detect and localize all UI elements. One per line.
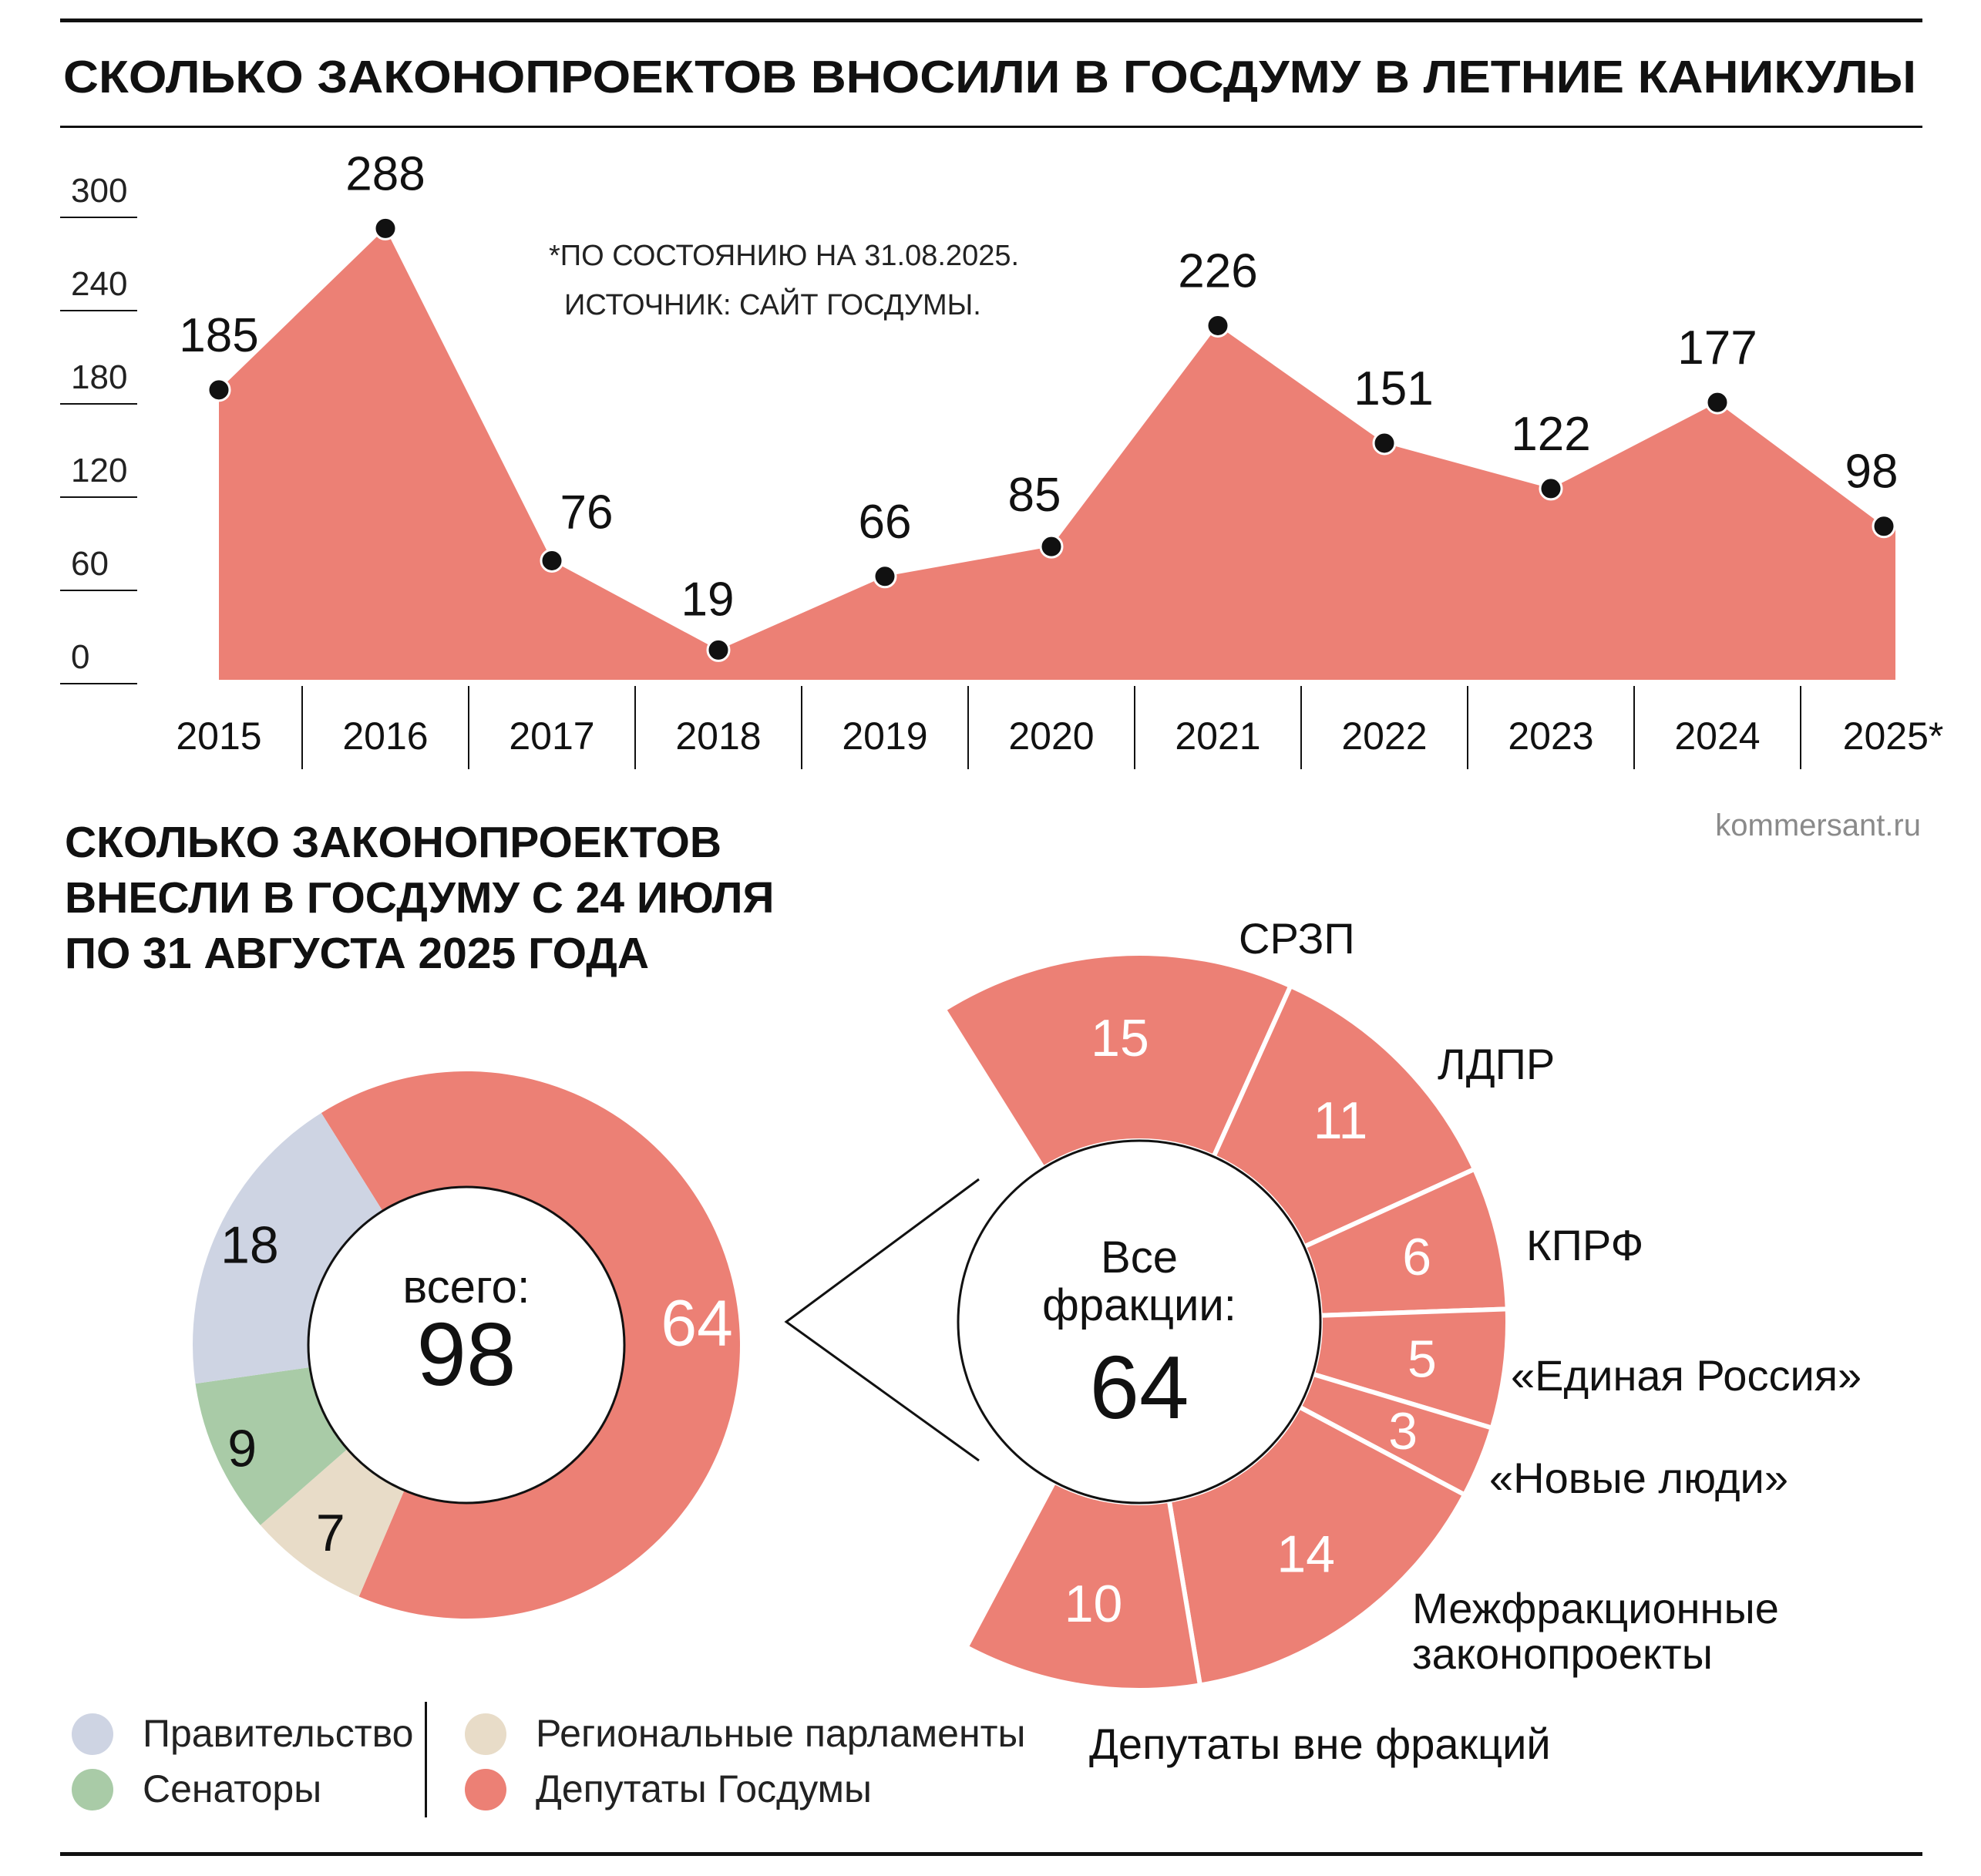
data-label: 98 xyxy=(1845,445,1899,499)
data-label: 185 xyxy=(179,309,258,362)
faction-label-kprf: КПРФ xyxy=(1526,1221,1643,1269)
data-point xyxy=(1206,313,1230,338)
legend-label-senators: Сенаторы xyxy=(143,1767,321,1810)
donut-factions-slice-label: 14 xyxy=(1276,1525,1335,1583)
faction-label-nl: «Новые люди» xyxy=(1489,1454,1788,1502)
donut-factions-slice-label: 6 xyxy=(1402,1228,1431,1286)
faction-label-srzp: СРЗП xyxy=(1239,914,1355,963)
legend-label-gov: Правительство xyxy=(143,1712,413,1755)
data-point xyxy=(207,378,231,402)
donut-total: 64 7 9 18 xyxy=(193,1071,740,1619)
area-series xyxy=(219,228,1895,680)
legend-swatch-gov xyxy=(72,1713,113,1755)
donut-total-slice-label: 64 xyxy=(661,1287,732,1360)
data-point xyxy=(540,548,564,573)
x-tick-label: 2023 xyxy=(1508,714,1593,758)
page-title: СКОЛЬКО ЗАКОНОПРОЕКТОВ ВНОСИЛИ В ГОСДУМУ… xyxy=(63,52,1916,103)
donut-total-center-label: всего: xyxy=(402,1261,530,1313)
donut-total-slice xyxy=(260,1448,405,1597)
x-tick-label: 2021 xyxy=(1175,714,1260,758)
donut-factions-center-label-line1: Все xyxy=(1101,1232,1178,1283)
data-point xyxy=(1539,476,1563,501)
donut-total-center-value: 98 xyxy=(416,1304,516,1404)
y-tick-label: 0 xyxy=(71,638,89,676)
x-tick-label: 2024 xyxy=(1674,714,1760,758)
donut-factions: 15 11 6 5 3 14 10 xyxy=(940,951,1511,1693)
area-points: 185 288 76 19 66 85 226 151 122 177 98 xyxy=(179,147,1899,662)
donut-total-slice-label: 9 xyxy=(227,1419,257,1478)
bottom-rule xyxy=(60,1852,1922,1856)
section2-title-line2: ВНЕСЛИ В ГОСДУМУ С 24 ИЮЛЯ xyxy=(65,873,775,923)
legend-label-regional: Региональные парламенты xyxy=(536,1712,1025,1755)
data-point xyxy=(1372,431,1397,456)
data-label: 66 xyxy=(859,496,912,549)
donut-factions-slice-label: 10 xyxy=(1064,1575,1123,1633)
x-tick-label: 2025* xyxy=(1843,714,1944,758)
connector-lines xyxy=(784,1178,980,1462)
donut-factions-slice-label: 5 xyxy=(1408,1330,1437,1388)
data-point xyxy=(1705,390,1730,415)
data-label: 226 xyxy=(1178,244,1257,298)
x-axis: 2015 2016 2017 2018 2019 2020 2021 2022 2023 2024… xyxy=(176,686,1943,769)
x-tick-label: 2015 xyxy=(176,714,261,758)
data-label: 151 xyxy=(1354,362,1433,415)
footnote-line1: *ПО СОСТОЯНИЮ НА 31.08.2025. xyxy=(549,240,1019,272)
data-point xyxy=(373,216,398,240)
y-tick-label: 180 xyxy=(71,358,127,396)
x-tick-label: 2019 xyxy=(842,714,927,758)
donut-factions-center-label-line2: фракции: xyxy=(1042,1280,1236,1330)
donut-factions-center-value: 64 xyxy=(1089,1337,1189,1437)
donut-factions-slice-label: 3 xyxy=(1388,1402,1418,1461)
faction-label-independent: Депутаты вне фракций xyxy=(1089,1720,1551,1768)
y-tick-label: 120 xyxy=(71,452,127,489)
legend-divider xyxy=(425,1702,427,1817)
data-point xyxy=(706,637,731,662)
section2-title-line3: ПО 31 АВГУСТА 2025 ГОДА xyxy=(65,929,649,978)
legend-label-deputies: Депутаты Госдумы xyxy=(536,1767,872,1810)
data-label: 85 xyxy=(1008,469,1061,522)
donut-factions-slice-label: 15 xyxy=(1091,1009,1149,1067)
legend: Правительство Сенаторы Региональные парл… xyxy=(72,1702,1025,1817)
data-point xyxy=(1872,514,1896,539)
faction-label-ldpr: ЛДПР xyxy=(1438,1040,1555,1088)
donut-total-center xyxy=(307,1185,626,1504)
x-tick-label: 2020 xyxy=(1008,714,1094,758)
donut-total-slice xyxy=(195,1367,348,1525)
data-label: 288 xyxy=(345,147,425,200)
y-tick-label: 240 xyxy=(71,265,127,303)
title-rule xyxy=(60,126,1922,128)
data-point xyxy=(873,564,897,589)
legend-swatch-senators xyxy=(72,1769,113,1810)
data-label: 19 xyxy=(681,573,735,626)
y-axis: 300 240 180 120 60 0 xyxy=(60,172,137,684)
source-site: kommersant.ru xyxy=(1715,809,1921,842)
donut-factions-slice-label: 11 xyxy=(1313,1091,1368,1150)
y-tick-label: 60 xyxy=(71,545,109,583)
donut-total-slice xyxy=(193,1112,383,1384)
donut-total-slice-label: 7 xyxy=(316,1504,345,1562)
footnote-line2: ИСТОЧНИК: САЙТ ГОСДУМЫ. xyxy=(564,287,981,321)
x-tick-label: 2018 xyxy=(675,714,761,758)
x-tick-label: 2017 xyxy=(509,714,594,758)
faction-labels: СРЗП ЛДПР КПРФ «Единая Россия» «Новые лю… xyxy=(1089,914,1862,1768)
top-rule xyxy=(60,18,1922,22)
donut-total-slice-label: 18 xyxy=(220,1215,279,1274)
x-tick-label: 2016 xyxy=(342,714,428,758)
y-tick-label: 300 xyxy=(71,172,127,210)
legend-swatch-regional xyxy=(465,1713,506,1755)
faction-label-er: «Единая Россия» xyxy=(1511,1351,1862,1400)
data-label: 76 xyxy=(560,486,614,539)
section2-title-line1: СКОЛЬКО ЗАКОНОПРОЕКТОВ xyxy=(65,818,721,867)
data-label: 122 xyxy=(1511,408,1590,461)
x-tick-label: 2022 xyxy=(1341,714,1427,758)
faction-label-inter-line1: Межфракционные xyxy=(1412,1584,1779,1632)
data-point xyxy=(1039,534,1064,559)
legend-swatch-deputies xyxy=(465,1769,506,1810)
faction-label-inter-line2: законопроекты xyxy=(1412,1629,1713,1678)
donut-total-slice xyxy=(321,1071,740,1619)
data-label: 177 xyxy=(1677,321,1757,375)
donut-factions-center xyxy=(957,1139,1322,1504)
